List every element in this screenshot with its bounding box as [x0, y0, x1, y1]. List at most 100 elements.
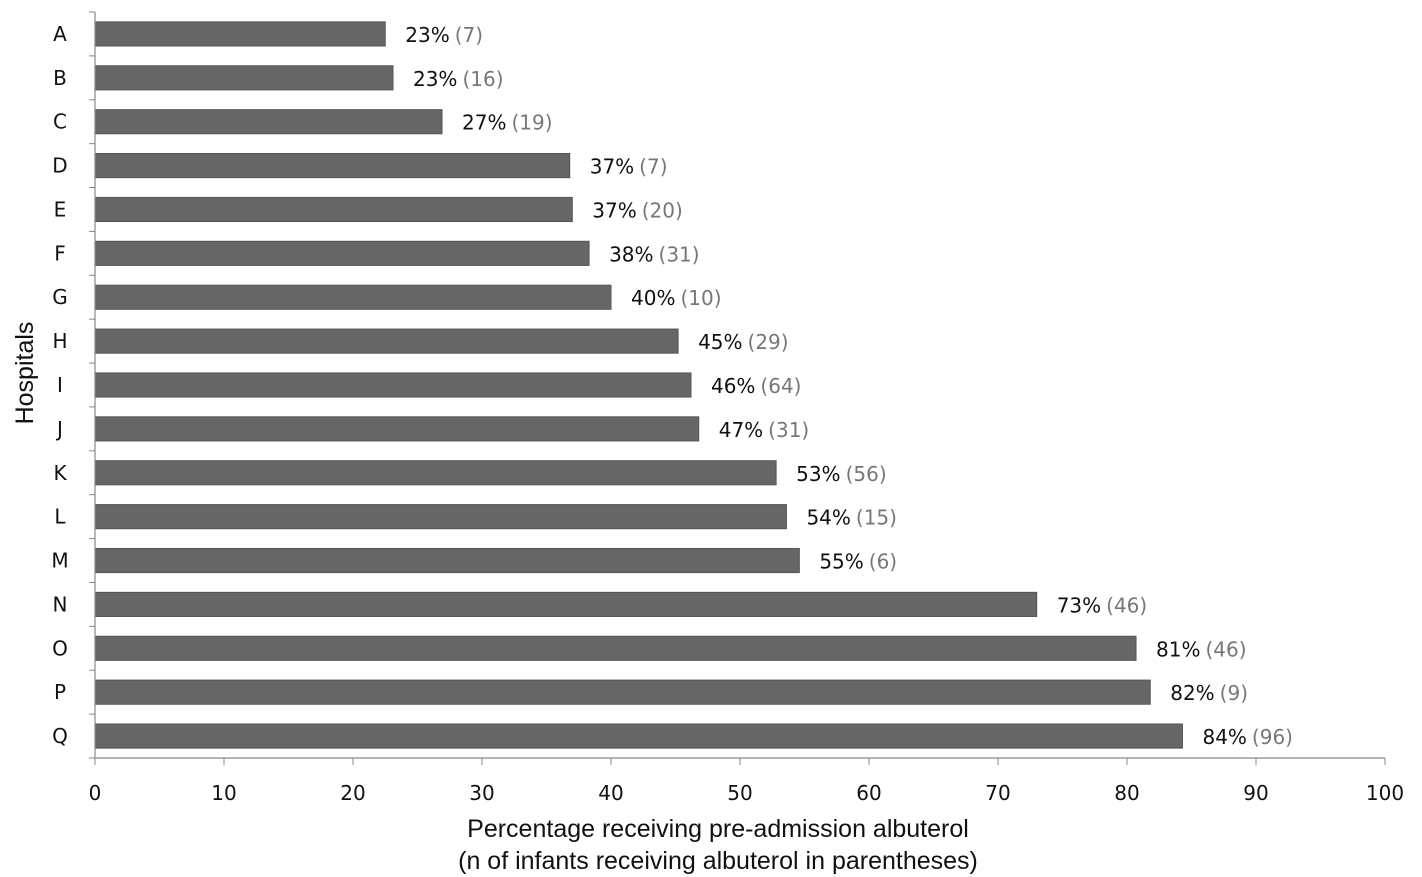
- data-label-percent: 45%: [698, 330, 742, 354]
- bar-P: [94, 679, 1151, 705]
- data-label-count: (64): [760, 374, 801, 398]
- data-label-percent: 37%: [592, 198, 636, 222]
- data-label-count: (29): [748, 330, 789, 354]
- data-label-count: (46): [1106, 593, 1147, 617]
- category-label-J: J: [55, 417, 63, 441]
- data-label-count: (7): [639, 155, 667, 179]
- data-label-count: (6): [869, 550, 897, 574]
- data-label-count: (7): [455, 23, 483, 47]
- data-label-percent: 46%: [711, 374, 755, 398]
- data-label-G: 40% (10): [631, 286, 722, 310]
- x-axis-title-line1: Percentage receiving pre-admission albut…: [467, 815, 969, 843]
- x-tick-label-70: 70: [985, 781, 1010, 805]
- category-label-E: E: [54, 197, 67, 221]
- data-label-count: (96): [1252, 725, 1293, 749]
- bar-F: [94, 240, 590, 266]
- x-tick-label-20: 20: [340, 781, 365, 805]
- data-label-count: (46): [1205, 637, 1246, 661]
- x-tick-label-40: 40: [598, 781, 623, 805]
- category-label-Q: Q: [52, 724, 68, 748]
- data-label-percent: 82%: [1170, 681, 1214, 705]
- data-label-count: (10): [680, 286, 721, 310]
- x-ticks-group: 0 10 20 30 40 50 60 70 80 90 100: [89, 758, 1404, 805]
- category-label-I: I: [57, 373, 63, 397]
- data-label-percent: 40%: [631, 286, 675, 310]
- data-label-B: 23% (16): [413, 67, 504, 91]
- category-label-C: C: [53, 110, 67, 134]
- bar-B: [94, 65, 394, 91]
- data-label-count: (15): [856, 506, 897, 530]
- data-label-A: 23% (7): [405, 23, 483, 47]
- data-label-percent: 38%: [609, 242, 653, 266]
- data-label-E: 37% (20): [592, 198, 683, 222]
- x-tick-label-90: 90: [1243, 781, 1268, 805]
- data-label-percent: 73%: [1057, 593, 1101, 617]
- x-tick-label-0: 0: [89, 781, 102, 805]
- x-tick-label-80: 80: [1114, 781, 1139, 805]
- bar-O: [94, 635, 1137, 661]
- data-label-P: 82% (9): [1170, 681, 1248, 705]
- category-label-A: A: [53, 22, 67, 46]
- data-label-percent: 55%: [819, 550, 863, 574]
- x-tick-label-10: 10: [211, 781, 236, 805]
- data-label-percent: 53%: [796, 462, 840, 486]
- data-label-count: (19): [511, 111, 552, 135]
- bar-E: [94, 196, 573, 223]
- x-tick-label-30: 30: [469, 781, 494, 805]
- x-tick-label-100: 100: [1366, 781, 1404, 805]
- category-label-G: G: [52, 285, 68, 309]
- data-label-I: 46% (64): [711, 374, 802, 398]
- data-label-D: 37% (7): [590, 155, 668, 179]
- bar-H: [94, 328, 679, 354]
- bar-D: [94, 153, 571, 179]
- data-label-percent: 23%: [405, 23, 449, 47]
- bar-G: [94, 284, 612, 310]
- y-axis-title: Hospitals: [11, 322, 39, 425]
- data-label-count: (31): [768, 418, 809, 442]
- category-label-K: K: [53, 461, 67, 485]
- data-label-L: 54% (15): [806, 506, 897, 530]
- value-labels-group: 23% (7)23% (16)27% (19)37% (7)37% (20)38% (31)…: [405, 23, 1293, 749]
- data-label-Q: 84% (96): [1202, 725, 1293, 749]
- data-label-percent: 37%: [590, 155, 634, 179]
- data-label-percent: 81%: [1156, 637, 1200, 661]
- data-label-percent: 27%: [462, 111, 506, 135]
- data-label-O: 81% (46): [1156, 637, 1247, 661]
- category-label-B: B: [53, 66, 67, 90]
- data-label-K: 53% (56): [796, 462, 887, 486]
- bar-M: [94, 547, 800, 574]
- bar-I: [94, 372, 692, 398]
- data-label-M: 55% (6): [819, 550, 897, 574]
- data-label-count: (16): [462, 67, 503, 91]
- data-label-J: 47% (31): [719, 418, 810, 442]
- data-label-percent: 54%: [806, 506, 850, 530]
- bar-K: [94, 460, 777, 486]
- data-label-C: 27% (19): [462, 111, 553, 135]
- x-axis-title-line2: (n of infants receiving albuterol in par…: [458, 847, 978, 875]
- bar-A: [94, 21, 386, 47]
- category-label-M: M: [51, 549, 68, 573]
- data-label-percent: 84%: [1202, 725, 1246, 749]
- category-label-N: N: [53, 592, 68, 616]
- bar-J: [94, 416, 700, 442]
- category-label-D: D: [52, 154, 67, 178]
- bar-Q: [94, 723, 1183, 749]
- data-label-count: (9): [1220, 681, 1248, 705]
- bar-N: [94, 591, 1038, 617]
- bar-L: [94, 504, 787, 530]
- data-label-N: 73% (46): [1057, 593, 1148, 617]
- category-label-F: F: [54, 241, 66, 265]
- bar-C: [94, 109, 443, 135]
- data-label-count: (20): [642, 198, 683, 222]
- category-label-L: L: [54, 505, 66, 529]
- data-label-percent: 47%: [719, 418, 763, 442]
- data-label-count: (31): [659, 242, 700, 266]
- x-tick-label-50: 50: [727, 781, 752, 805]
- data-label-percent: 23%: [413, 67, 457, 91]
- category-label-P: P: [54, 680, 66, 704]
- category-label-O: O: [52, 636, 68, 660]
- category-label-H: H: [52, 329, 67, 353]
- bars-group: [94, 21, 1183, 749]
